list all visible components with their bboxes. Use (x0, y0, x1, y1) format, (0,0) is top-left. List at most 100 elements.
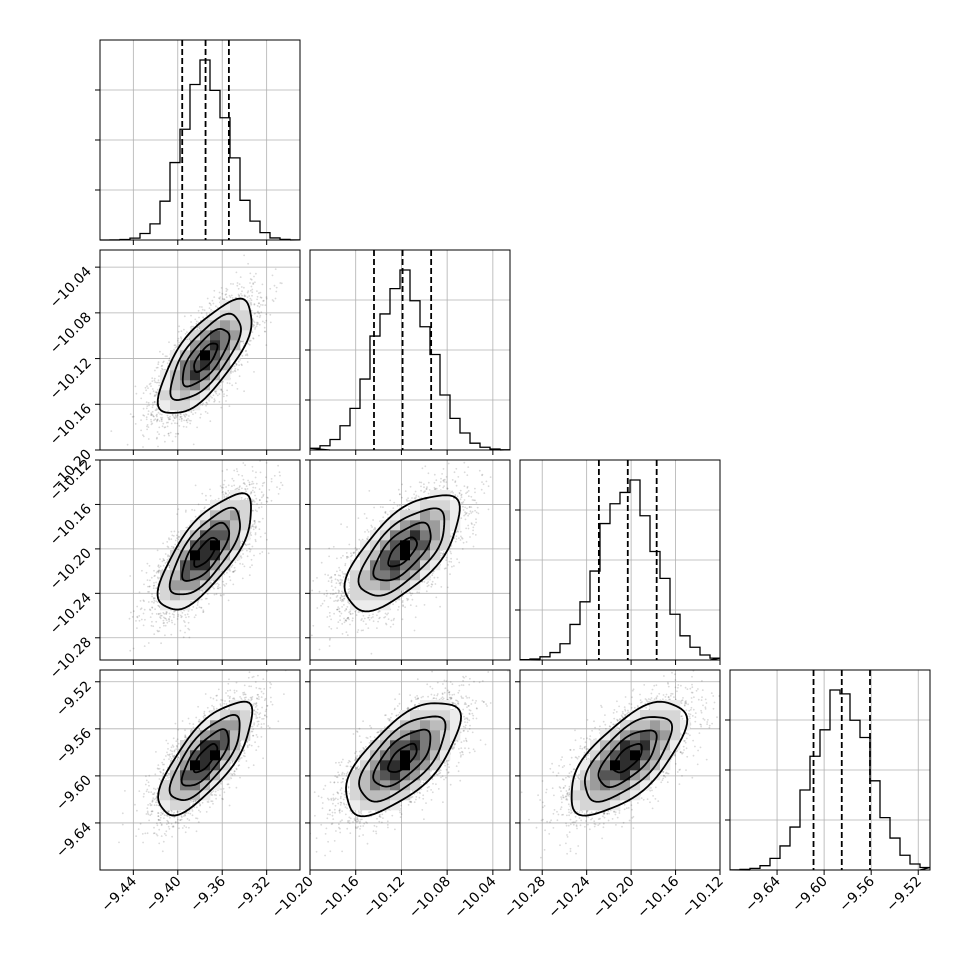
scatter-point (241, 487, 243, 490)
scatter-point (249, 302, 252, 305)
scatter-point (351, 619, 354, 622)
scatter-point (264, 304, 267, 307)
scatter-point (467, 524, 470, 527)
scatter-point (272, 300, 275, 303)
scatter-point (202, 715, 205, 718)
scatter-point (169, 756, 172, 758)
scatter-point (185, 826, 188, 829)
histogram-steps (729, 689, 931, 871)
scatter-point (463, 461, 466, 464)
density-cell (180, 560, 191, 571)
scatter-point (349, 612, 352, 615)
scatter-point (260, 491, 263, 494)
scatter-point (253, 371, 255, 373)
scatter-point (250, 558, 253, 561)
scatter-point (267, 552, 270, 555)
scatter-point (235, 362, 238, 365)
scatter-point (220, 406, 223, 409)
scatter-point (177, 742, 180, 745)
scatter-point (402, 590, 405, 593)
density-cell (230, 550, 241, 561)
scatter-point (265, 716, 268, 718)
density-cell (390, 510, 401, 521)
scatter-point (357, 611, 360, 613)
scatter-point (425, 487, 428, 490)
density-cell (210, 330, 221, 341)
scatter-point (152, 832, 155, 835)
density-cell (380, 530, 391, 541)
scatter-point (153, 415, 155, 418)
scatter-point (244, 464, 247, 467)
scatter-point (241, 577, 244, 580)
scatter-point (151, 606, 154, 609)
scatter-point (152, 597, 155, 600)
scatter-point (250, 483, 253, 485)
scatter-point (311, 589, 314, 592)
scatter-point (162, 558, 165, 560)
density-cell (420, 530, 431, 541)
scatter-point (200, 312, 203, 315)
scatter-point (461, 502, 464, 504)
scatter-point (279, 474, 281, 477)
scatter-point (175, 416, 178, 419)
scatter-point (168, 620, 171, 623)
scatter-point (234, 382, 237, 385)
scatter-point (140, 618, 143, 621)
scatter-point (255, 272, 257, 275)
density-cell (440, 530, 451, 541)
scatter-point (256, 720, 259, 723)
scatter-point (367, 531, 370, 533)
scatter-point (466, 491, 469, 494)
scatter-point (397, 606, 400, 608)
scatter-point (171, 753, 174, 755)
scatter-point (146, 562, 149, 565)
density-cell (360, 570, 371, 581)
scatter-point (258, 528, 261, 531)
scatter-point (172, 535, 175, 537)
scatter-point (255, 687, 258, 689)
scatter-point (198, 316, 200, 319)
scatter-point (257, 302, 260, 305)
scatter-point (474, 491, 476, 494)
x-tick-label-0: −9.64 (742, 873, 784, 915)
scatter-point (254, 540, 257, 543)
scatter-point (179, 412, 182, 415)
scatter-point (423, 604, 426, 606)
scatter-point (155, 407, 158, 410)
scatter-point (431, 572, 434, 575)
scatter-point (201, 404, 204, 406)
scatter-point (137, 828, 140, 830)
scatter-point (339, 615, 341, 617)
scatter-point (173, 811, 176, 814)
density-cell (410, 530, 421, 541)
scatter-point (234, 367, 237, 370)
scatter-point (362, 620, 365, 623)
scatter-point (459, 498, 462, 501)
histogram-steps (99, 59, 301, 241)
scatter-point (262, 495, 264, 497)
scatter-point (254, 312, 257, 315)
scatter-point (353, 551, 356, 554)
scatter-point (462, 505, 464, 508)
scatter-point (148, 784, 150, 787)
contour-level-2 (169, 312, 242, 401)
scatter-point (342, 591, 344, 594)
density-cell (420, 550, 431, 561)
scatter-point (344, 572, 346, 575)
scatter-point (249, 696, 252, 699)
scatter-point (156, 419, 159, 422)
scatter-point (360, 629, 363, 632)
scatter-point (138, 615, 141, 617)
scatter-point (349, 613, 352, 616)
scatter-point (255, 710, 257, 713)
scatter-point (250, 285, 253, 288)
scatter-point (250, 498, 253, 501)
scatter-point (384, 510, 387, 513)
scatter-point (184, 631, 186, 634)
density-cell (230, 340, 241, 351)
scatter-point (136, 616, 139, 619)
scatter-point (219, 296, 222, 298)
scatter-point (170, 538, 173, 541)
scatter-point (489, 476, 492, 478)
panel-frame (99, 459, 301, 661)
